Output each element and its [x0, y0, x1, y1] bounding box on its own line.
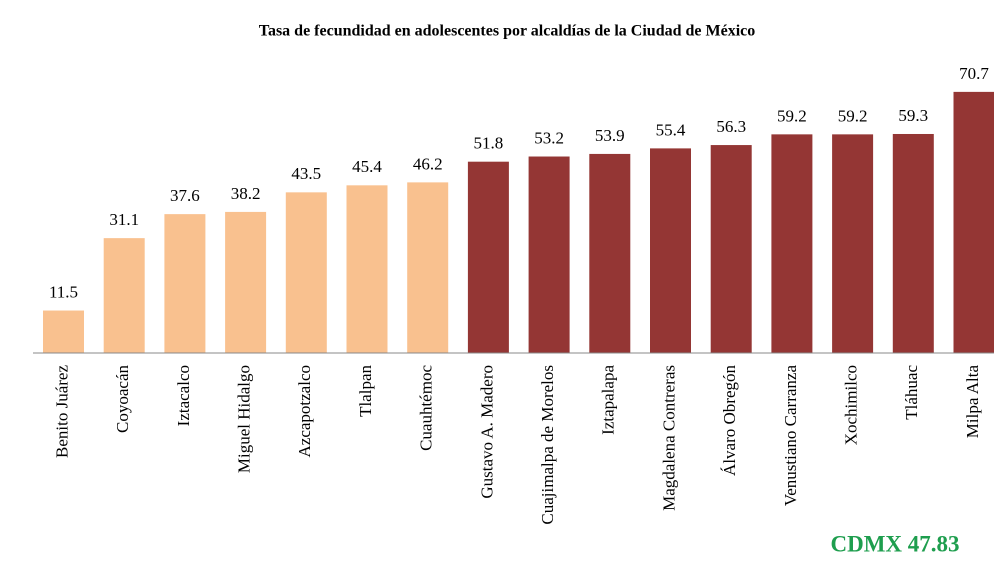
x-tick-label: Coyoacán [113, 365, 132, 433]
annotation: CDMX 47.83 [830, 531, 959, 556]
bar [953, 91, 994, 353]
bar [346, 185, 388, 353]
value-label: 51.8 [474, 134, 504, 153]
x-tick-label: Tlalpan [356, 365, 375, 417]
bar [528, 156, 570, 353]
x-tick-label: Benito Juárez [52, 365, 71, 458]
bar [285, 192, 327, 353]
bar [467, 161, 509, 353]
value-label: 53.2 [534, 128, 564, 147]
x-tick-label: Cuauhtémoc [417, 365, 436, 451]
value-label: 45.4 [352, 157, 382, 176]
chart-title: Tasa de fecundidad en adolescentes por a… [259, 23, 756, 40]
x-tick-label: Miguel Hidalgo [235, 365, 254, 473]
x-tick-label: Cuajimalpa de Morelos [538, 365, 557, 525]
bar [710, 145, 752, 353]
bar [407, 182, 449, 353]
x-tick-label: Iztapalapa [599, 365, 618, 435]
bar [832, 134, 874, 353]
bar [589, 153, 631, 353]
bar [164, 214, 206, 353]
bar [892, 133, 934, 353]
x-tick-label: Magdalena Contreras [659, 365, 678, 511]
value-label: 43.5 [291, 164, 321, 183]
bar [43, 310, 84, 353]
x-tick-label: Álvaro Obregón [720, 365, 739, 476]
bar [225, 211, 267, 353]
value-label: 55.4 [656, 120, 686, 139]
value-label: 37.6 [170, 186, 200, 205]
x-tick-label: Iztacalco [174, 365, 193, 426]
x-tick-label: Azcapotzalco [295, 365, 314, 458]
value-label: 11.5 [49, 282, 78, 301]
bar [650, 148, 691, 353]
value-label: 38.2 [231, 184, 261, 203]
bar [771, 134, 813, 353]
value-label: 46.2 [413, 154, 443, 173]
value-label: 53.9 [595, 126, 625, 145]
x-tick-label: Gustavo A. Madero [477, 365, 496, 499]
bar [103, 238, 145, 353]
x-tick-label: Xochimilco [842, 365, 861, 445]
x-tick-label: Tláhuac [902, 365, 921, 420]
value-label: 31.1 [109, 210, 139, 229]
x-tick-label: Milpa Alta [963, 365, 982, 439]
value-label: 59.3 [898, 106, 928, 125]
value-label: 56.3 [716, 117, 746, 136]
x-tick-label: Venustiano Carranza [781, 365, 800, 507]
value-label: 70.7 [959, 64, 989, 83]
value-label: 59.2 [777, 106, 807, 125]
value-label: 59.2 [838, 106, 868, 125]
